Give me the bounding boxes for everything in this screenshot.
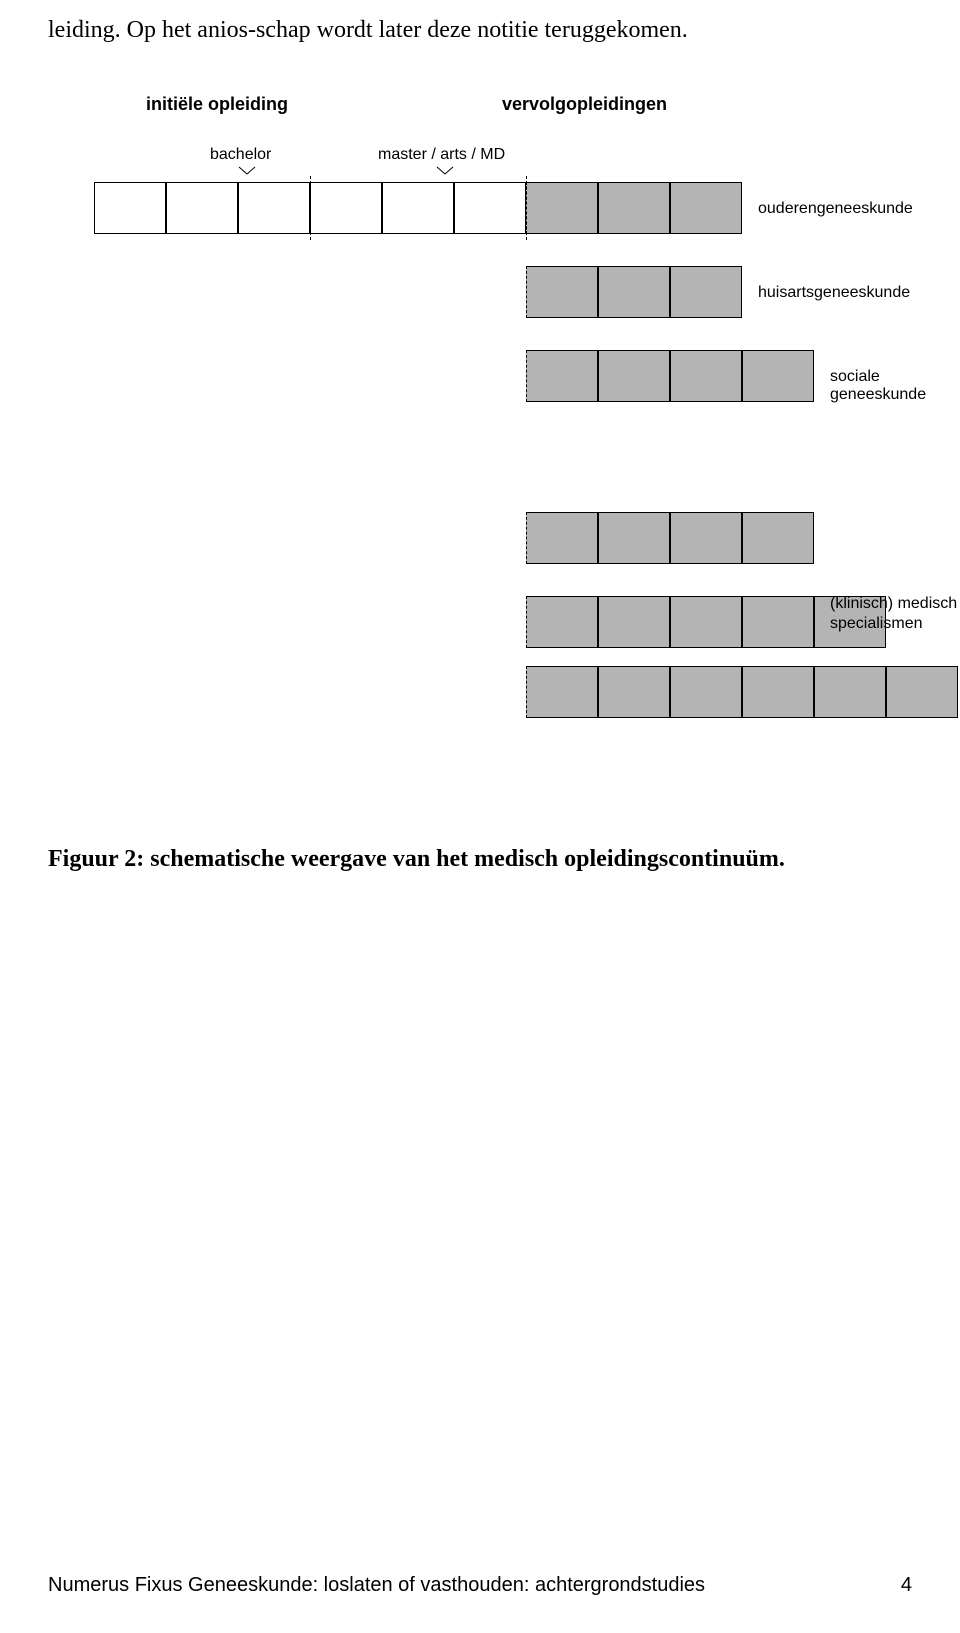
cell-klin-c4 [742,666,814,718]
label-ouderen: ouderengeneeskunde [758,200,913,218]
cell-bachelor-1 [94,182,166,234]
cell-klin-a1 [526,512,598,564]
label-klinisch-1: (klinisch) medisch [830,595,957,612]
cell-klin-c5 [814,666,886,718]
cell-bachelor-3 [238,182,310,234]
divider-bach-master [310,176,311,240]
label-master: master / arts / MD [378,146,505,164]
page-footer: Numerus Fixus Geneeskunde: loslaten of v… [48,1574,912,1597]
row-huisarts [526,266,742,318]
cell-klin-a3 [670,512,742,564]
cell-huisarts-3 [670,266,742,318]
cell-master-1 [310,182,382,234]
row-ouderen [94,182,742,234]
cell-klin-a2 [598,512,670,564]
cell-sociale-1 [526,350,598,402]
cell-huisarts-1 [526,266,598,318]
cell-klin-c6 [886,666,958,718]
figure-caption: Figuur 2: schematische weergave van het … [48,844,912,875]
cell-klin-c3 [670,666,742,718]
cell-klin-c2 [598,666,670,718]
label-huisarts: huisartsgeneeskunde [758,284,910,302]
cell-klin-c1 [526,666,598,718]
cell-master-3 [454,182,526,234]
cell-klin-b2 [598,596,670,648]
cell-ouderen-3 [670,182,742,234]
row-sociale [526,350,814,402]
cell-sociale-3 [670,350,742,402]
cell-ouderen-1 [526,182,598,234]
cell-master-2 [382,182,454,234]
cell-klin-a4 [742,512,814,564]
label-klinisch-2: specialismen [830,615,922,632]
label-bachelor: bachelor [210,146,271,164]
cell-klin-b3 [670,596,742,648]
caret-bachelor [238,166,256,176]
divider-master-vervolg [526,176,527,240]
cell-bachelor-2 [166,182,238,234]
cell-sociale-4 [742,350,814,402]
label-klinisch-wrap: (klinisch) medisch specialismen [830,594,960,632]
header-continued: vervolgopleidingen [502,94,667,115]
caret-master [436,166,454,176]
cell-ouderen-2 [598,182,670,234]
cell-klin-b1 [526,596,598,648]
header-initial: initiële opleiding [146,94,288,115]
training-diagram: initiële opleiding vervolgopleidingen ba… [48,94,912,854]
footer-page: 4 [901,1574,912,1597]
footer-text: Numerus Fixus Geneeskunde: loslaten of v… [48,1574,705,1597]
row-klinisch-a [526,512,814,564]
cell-huisarts-2 [598,266,670,318]
cell-sociale-2 [598,350,670,402]
label-sociale: sociale geneeskunde [830,368,926,404]
intro-paragraph: leiding. Op het anios-schap wordt later … [48,14,912,46]
cell-klin-b4 [742,596,814,648]
row-klinisch-c [526,666,958,718]
